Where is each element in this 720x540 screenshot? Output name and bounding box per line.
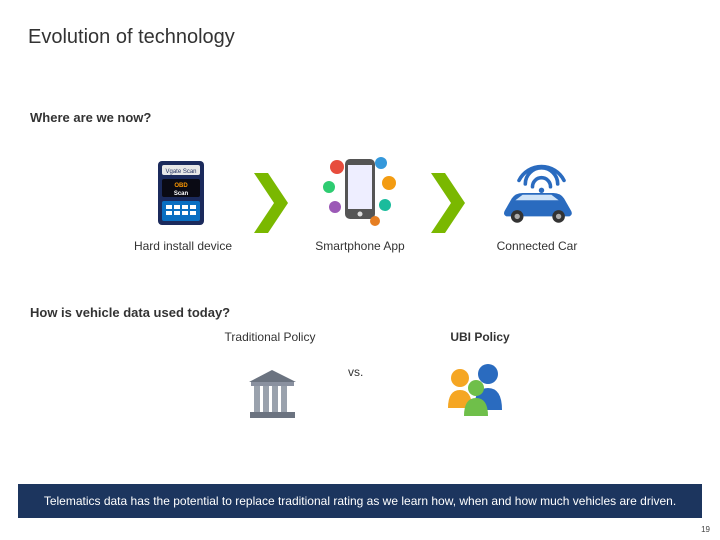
subheading-where: Where are we now?: [30, 110, 151, 125]
connected-car-icon: [492, 153, 582, 233]
stage-label: Smartphone App: [315, 239, 404, 253]
policy-compare: Traditional Policy UBI Policy vs.: [0, 330, 720, 450]
chevron-icon: [254, 173, 290, 233]
vs-label: vs.: [348, 365, 363, 379]
obd-device-icon: Vgate Scan OBD Scan: [138, 153, 228, 233]
stage-smartphone: Smartphone App: [298, 153, 423, 253]
subheading-how: How is vehicle data used today?: [30, 305, 230, 320]
ubi-policy-label: UBI Policy: [420, 330, 540, 344]
smartphone-app-icon: [315, 153, 405, 233]
chevron-icon: [431, 173, 467, 233]
evolution-row: Vgate Scan OBD Scan Hard install device: [120, 135, 600, 270]
stage-label: Connected Car: [497, 239, 578, 253]
page-number: 19: [701, 525, 710, 534]
stage-connected-car: Connected Car: [475, 153, 600, 253]
svg-text:OBD: OBD: [174, 183, 188, 189]
stage-label: Hard install device: [134, 239, 232, 253]
traditional-policy-label: Traditional Policy: [210, 330, 330, 344]
people-icon: [440, 360, 510, 420]
svg-text:Scan: Scan: [174, 191, 189, 197]
slide: Evolution of technology Where are we now…: [0, 0, 720, 540]
svg-text:Vgate Scan: Vgate Scan: [165, 169, 196, 175]
stage-hard-install: Vgate Scan OBD Scan Hard install device: [121, 153, 246, 253]
slide-title: Evolution of technology: [28, 26, 235, 49]
building-icon: [245, 366, 300, 421]
conclusion-banner: Telematics data has the potential to rep…: [18, 484, 702, 518]
